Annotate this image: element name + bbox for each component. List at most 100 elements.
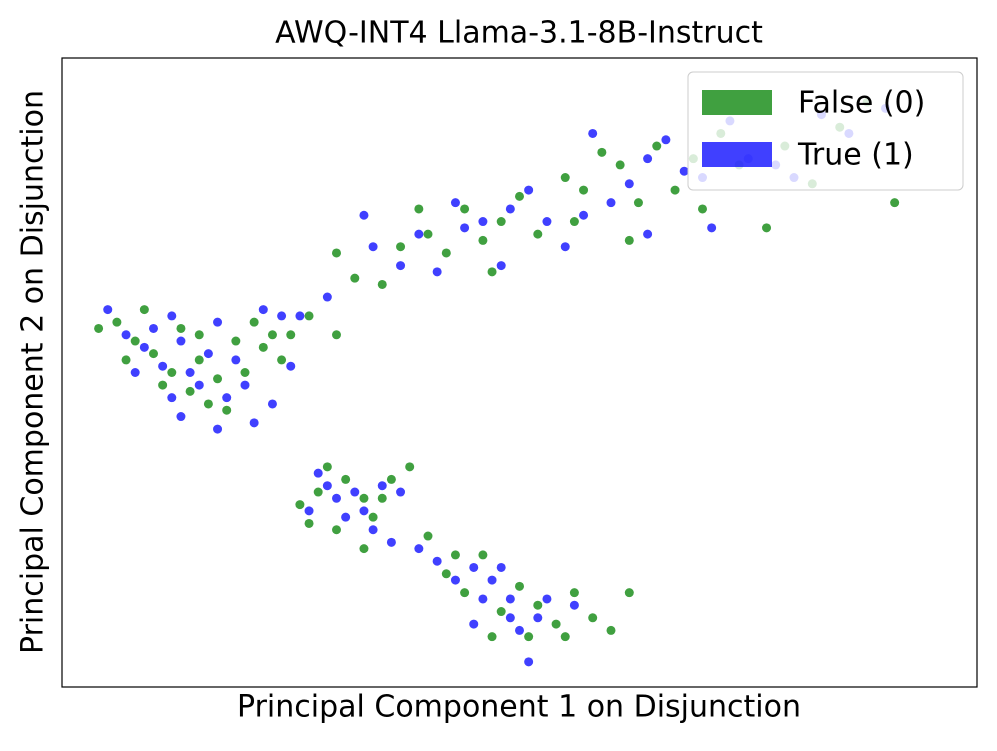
scatter-point xyxy=(542,594,552,604)
scatter-point xyxy=(158,380,168,390)
scatter-point xyxy=(469,619,479,629)
scatter-point xyxy=(460,204,470,214)
scatter-point xyxy=(487,632,497,642)
scatter-point xyxy=(213,317,223,327)
scatter-point xyxy=(304,518,314,528)
scatter-point xyxy=(359,210,369,220)
scatter-point xyxy=(350,273,360,283)
scatter-point xyxy=(569,600,579,610)
scatter-point xyxy=(505,204,515,214)
scatter-point xyxy=(560,632,570,642)
scatter-point xyxy=(515,581,524,591)
scatter-point xyxy=(478,550,488,560)
scatter-point xyxy=(560,173,570,183)
scatter-point xyxy=(322,481,332,491)
scatter-point xyxy=(240,380,250,390)
scatter-point xyxy=(231,336,241,346)
scatter-point xyxy=(194,380,204,390)
scatter-point xyxy=(167,393,177,403)
scatter-point xyxy=(176,412,186,422)
scatter-point xyxy=(432,267,442,277)
scatter-point xyxy=(194,355,204,365)
scatter-point xyxy=(359,544,369,554)
scatter-point xyxy=(569,588,579,598)
scatter-point xyxy=(487,575,497,585)
scatter-point xyxy=(368,525,378,535)
scatter-point xyxy=(460,588,470,598)
scatter-point xyxy=(496,607,506,617)
scatter-point xyxy=(588,613,598,623)
scatter-point xyxy=(450,575,460,585)
scatter-point xyxy=(130,368,140,377)
legend-swatch xyxy=(702,90,772,115)
scatter-point xyxy=(313,487,323,497)
scatter-point xyxy=(94,323,104,333)
scatter-point xyxy=(130,336,140,346)
scatter-point xyxy=(139,342,149,352)
scatter-point xyxy=(277,355,287,365)
scatter-point xyxy=(478,217,488,227)
scatter-point xyxy=(542,217,552,227)
scatter-point xyxy=(624,179,634,189)
scatter-point xyxy=(524,657,534,667)
scatter-point xyxy=(322,462,332,472)
scatter-point xyxy=(277,311,287,321)
scatter-point xyxy=(670,185,680,195)
scatter-point xyxy=(414,229,424,239)
scatter-point xyxy=(267,399,277,409)
scatter-point xyxy=(478,594,488,604)
scatter-point xyxy=(167,368,177,377)
scatter-point xyxy=(396,242,406,252)
scatter-point xyxy=(295,500,305,510)
scatter-point xyxy=(460,223,470,233)
scatter-point xyxy=(423,531,433,541)
scatter-point xyxy=(322,292,332,302)
scatter-point xyxy=(368,242,378,252)
scatter-point xyxy=(432,556,442,566)
scatter-point xyxy=(377,279,387,289)
scatter-point xyxy=(606,625,616,635)
scatter-point xyxy=(515,191,524,201)
scatter-point xyxy=(496,562,506,572)
scatter-point xyxy=(121,355,131,365)
scatter-point xyxy=(332,525,341,535)
scatter-point xyxy=(588,128,598,138)
scatter-point xyxy=(396,261,406,271)
scatter-point xyxy=(149,349,158,359)
scatter-point xyxy=(240,368,250,377)
scatter-point xyxy=(652,141,662,151)
scatter-point xyxy=(533,229,543,239)
scatter-point xyxy=(643,229,653,239)
scatter-point xyxy=(377,481,387,491)
scatter-point xyxy=(450,550,460,560)
scatter-point xyxy=(332,330,341,340)
scatter-point xyxy=(624,235,634,245)
scatter-point xyxy=(203,399,213,409)
scatter-point xyxy=(213,374,223,384)
scatter-point xyxy=(368,512,378,522)
legend: False (0) True (1) xyxy=(687,71,964,191)
scatter-point xyxy=(139,305,149,315)
scatter-point xyxy=(496,217,506,227)
scatter-point xyxy=(624,588,634,598)
scatter-point xyxy=(579,185,589,195)
scatter-point xyxy=(661,135,671,145)
scatter-point xyxy=(350,487,360,497)
scatter-point xyxy=(304,506,314,516)
scatter-point xyxy=(441,248,451,258)
scatter-point xyxy=(185,368,195,377)
scatter-point xyxy=(194,330,204,340)
scatter-point xyxy=(615,160,625,170)
scatter-point xyxy=(222,393,232,403)
scatter-point xyxy=(633,198,643,208)
scatter-point xyxy=(386,537,396,547)
scatter-point xyxy=(569,217,579,227)
scatter-point xyxy=(359,506,369,516)
scatter-point xyxy=(203,349,213,359)
scatter-point xyxy=(386,474,396,484)
scatter-point xyxy=(222,405,232,415)
legend-label: False (0) xyxy=(798,86,925,121)
scatter-point xyxy=(560,242,570,252)
scatter-point xyxy=(551,619,561,629)
scatter-point xyxy=(707,223,717,233)
